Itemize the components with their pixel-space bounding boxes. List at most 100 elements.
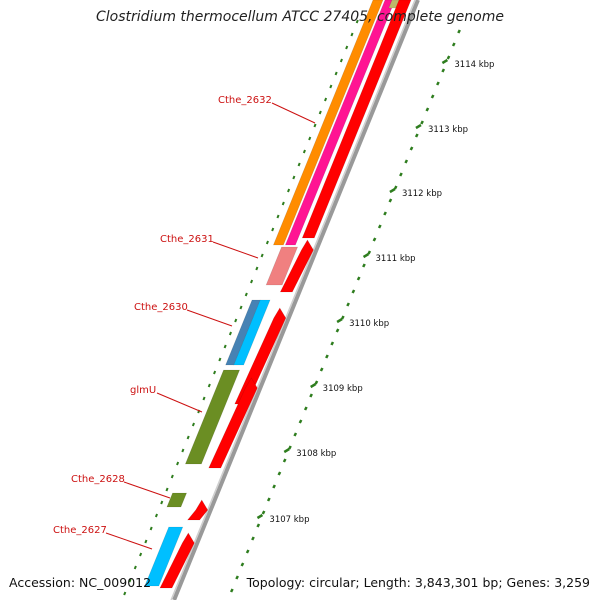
inner-guide-dot — [260, 253, 264, 258]
inner-guide-dot — [123, 591, 127, 596]
scale-major-tick — [389, 187, 396, 194]
scale-major-tick — [283, 447, 290, 454]
scale-label: 3109 kbp — [323, 384, 363, 394]
scale-dot — [272, 484, 276, 489]
scale-dot — [303, 406, 308, 411]
scale-dot — [261, 510, 266, 515]
inner-guide-dot — [213, 370, 217, 375]
scale-dot — [436, 81, 440, 86]
gene-labels: Cthe_2632 Cthe_2631 Cthe_2630 glmU Cthe_2628… — [53, 95, 316, 550]
scale-dot — [457, 29, 461, 34]
inner-guide-dot — [128, 578, 132, 583]
gene-leader-line — [212, 241, 259, 259]
feature-cthe-2630-a — [233, 299, 271, 366]
inner-guide-dot — [318, 110, 322, 115]
scale-dot — [346, 302, 350, 307]
inner-guide-dot — [234, 318, 238, 323]
scale-dot — [266, 497, 271, 502]
inner-guide-dot — [239, 305, 243, 310]
cds-red-4 — [208, 377, 258, 469]
inner-guide-dot — [139, 552, 143, 557]
inner-guide-dot — [271, 227, 275, 232]
inner-cds-track — [159, 0, 412, 589]
gene-leader-line — [156, 392, 203, 413]
inner-guide-dot — [149, 526, 153, 531]
scale-dot — [404, 159, 409, 164]
scale-dot — [229, 588, 234, 593]
inner-guide-dot — [265, 240, 269, 245]
inner-guide-dot — [170, 474, 174, 479]
inner-guide-dot — [308, 136, 312, 141]
gene-label: Cthe_2627 — [53, 525, 107, 536]
scale-dot — [409, 146, 414, 151]
scale-dot — [372, 237, 377, 242]
scale-dot — [288, 445, 292, 450]
inner-guide-dot — [228, 331, 232, 336]
inner-guide-dot — [154, 513, 158, 518]
scale-labels: 3114 kbp 3113 kbp 3112 kbp 3111 kbp 3110 kbp… — [269, 60, 494, 525]
scale-dot — [362, 263, 366, 268]
scale-dot — [293, 432, 298, 437]
inner-guide-dot — [334, 71, 338, 76]
gene-leader-line — [105, 532, 153, 550]
scale-label: 3114 kbp — [454, 60, 494, 70]
scale-dot — [245, 549, 250, 554]
inner-guide-dot — [329, 84, 333, 89]
scale-major-tick — [415, 123, 422, 130]
cds-red-5 — [186, 499, 209, 521]
scale-dot — [330, 341, 335, 346]
scale-dot — [441, 68, 446, 73]
scale-dot — [414, 133, 419, 138]
map-title: Clostridium thermocellum ATCC 27405, com… — [96, 9, 504, 25]
scale-ruler — [123, 19, 461, 596]
genome-backbone — [170, 0, 420, 601]
gene-label: glmU — [130, 385, 156, 396]
scale-dot — [351, 289, 356, 294]
scale-dot — [451, 42, 456, 47]
inner-guide-dot — [276, 214, 280, 219]
scale-dot — [356, 276, 361, 281]
inner-guide-dot — [297, 162, 301, 167]
inner-guide-dot — [223, 344, 227, 349]
scale-dot — [282, 458, 287, 463]
scale-dot — [420, 120, 424, 125]
inner-guide-dot — [250, 279, 254, 284]
backbone-highlight — [170, 0, 416, 601]
scale-dot — [309, 393, 313, 398]
gene-label: Cthe_2632 — [218, 95, 272, 106]
feature-pink — [284, 0, 396, 246]
scale-dot — [277, 471, 282, 476]
gene-label: Cthe_2631 — [160, 234, 214, 245]
inner-guide-dot — [255, 266, 259, 271]
inner-guide-dot — [324, 97, 328, 102]
scale-dot — [251, 536, 255, 541]
inner-guide-dot — [133, 565, 137, 570]
gene-label: Cthe_2630 — [134, 302, 188, 313]
inner-guide-dot — [313, 123, 317, 128]
feature-cthe-2627 — [144, 526, 184, 587]
cds-red-1 — [301, 0, 412, 239]
scale-dot — [340, 315, 345, 320]
scale-major-tick — [336, 317, 343, 324]
scale-label: 3108 kbp — [296, 449, 336, 459]
scale-dot — [377, 224, 382, 229]
scale-dot — [367, 250, 372, 255]
scale-major-tick — [441, 58, 449, 65]
scale-dot — [235, 575, 239, 580]
accession-text: Accession: NC_009012 — [9, 575, 152, 590]
backbone-line — [172, 0, 420, 601]
topology-text: Topology: circular; Length: 3,843,301 bp… — [246, 575, 590, 590]
scale-dot — [399, 172, 403, 177]
outer-feature-track — [144, 0, 401, 587]
scale-dot — [325, 354, 329, 359]
feature-cthe-2630-b — [225, 299, 261, 366]
inner-guide-dot — [176, 461, 180, 466]
inner-guide-dot — [181, 448, 185, 453]
scale-dot — [425, 107, 430, 112]
scale-dot — [319, 367, 324, 372]
scale-dot — [446, 55, 451, 60]
inner-guide-dot — [186, 435, 190, 440]
inner-guide-dot — [191, 422, 195, 427]
